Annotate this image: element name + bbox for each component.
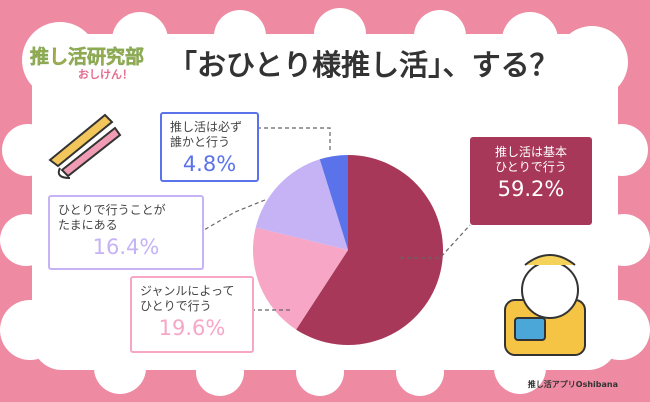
- value-label: 59.2%: [497, 177, 565, 201]
- category-label: 推し活は必ず 誰かと行う: [170, 120, 243, 149]
- callout-box: ジャンルによって ひとりで行う 19.6%: [130, 276, 254, 353]
- credit: 推し活アプリOshibana: [527, 380, 618, 389]
- girl-illustration: [504, 254, 586, 356]
- category-label: ひとりで行うことが たまにある: [58, 203, 166, 232]
- pie-slice: [319, 155, 348, 250]
- logo: 推し活研究部: [30, 46, 145, 69]
- category-label: ジャンルによって ひとりで行う: [140, 284, 235, 313]
- pie-slice: [253, 227, 348, 330]
- value-label: 4.8%: [182, 152, 237, 176]
- leader-line: [203, 199, 266, 231]
- chart-title: 「おひとり様推し活」、する？: [168, 48, 559, 82]
- leader-line: [259, 127, 331, 150]
- category-label: 推し活は基本 ひとりで行う: [494, 145, 567, 174]
- callout-box: 推し活は必ず 誰かと行う 4.8%: [160, 112, 259, 182]
- logo-sub: おしけん！: [78, 68, 133, 81]
- value-label: 16.4%: [92, 235, 160, 259]
- callout-box: 推し活は基本 ひとりで行う 59.2%: [470, 137, 592, 225]
- value-label: 19.6%: [158, 316, 226, 340]
- pie-slice: [255, 159, 348, 250]
- pen-illustration: [48, 113, 122, 179]
- pie-slice: [296, 155, 443, 345]
- callout-box: ひとりで行うことが たまにある 16.4%: [48, 195, 204, 270]
